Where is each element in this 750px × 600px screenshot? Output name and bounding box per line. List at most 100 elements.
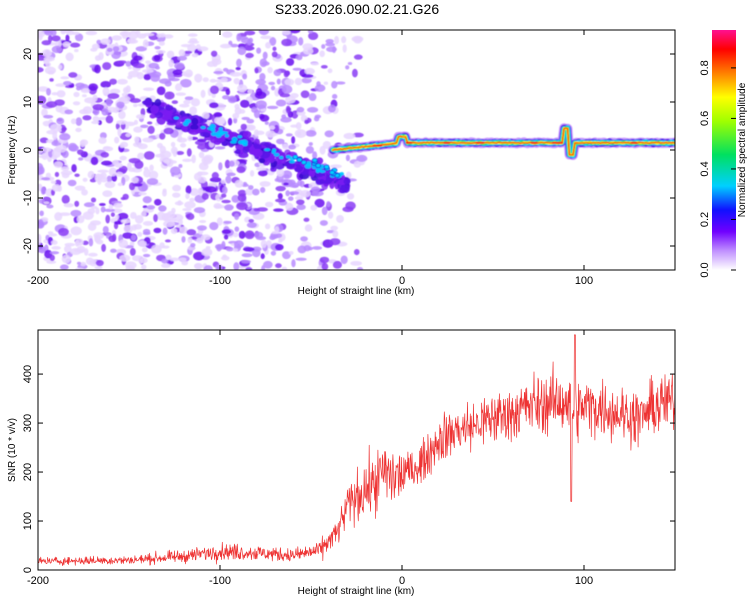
noise-blob [271,51,278,58]
noise-blob [310,62,320,66]
noise-blob [91,120,100,125]
noise-blob [70,226,82,236]
noise-blob [201,248,213,257]
snr-y-tick-label: 300 [22,414,34,432]
noise-blob [247,89,253,94]
noise-blob [162,227,168,235]
noise-blob [43,114,54,119]
noise-blob [98,137,107,145]
noise-blob [154,65,160,70]
noise-blob [120,196,126,201]
noise-blob [256,47,262,54]
noise-blob [132,142,143,148]
band-highlight [210,131,218,137]
noise-blob [223,220,232,224]
noise-blob [220,77,228,83]
snr-series-line [38,334,675,567]
noise-blob [50,180,57,184]
noise-blob [145,60,151,64]
band-highlight [289,159,296,164]
noise-blob [172,69,183,76]
noise-blob [193,251,205,261]
noise-blob [170,228,178,234]
noise-blob [41,108,48,117]
noise-blob [70,118,77,125]
noise-blob [140,211,147,217]
noise-blob [197,144,207,150]
noise-blob [275,198,286,203]
noise-blob [211,172,219,180]
noise-blob [319,50,325,58]
noise-blob [326,46,337,53]
noise-blob [163,34,174,39]
noise-blob [305,146,314,154]
noise-blob [177,134,183,142]
noise-blob [246,222,257,228]
noise-blob [273,208,284,212]
noise-blob [131,176,139,183]
noise-blob [182,158,193,163]
band-highlight [218,127,223,131]
noise-blob [74,49,79,53]
noise-blob [75,267,85,270]
transition-blob [311,157,318,163]
band-highlight [237,135,243,139]
band-highlight [240,139,248,145]
noise-blob [288,144,297,150]
noise-blob [248,219,255,223]
noise-blob [281,266,288,270]
noise-blob [248,37,254,44]
noise-blob [117,212,129,221]
noise-blob [209,221,219,231]
noise-blob [97,169,109,173]
noise-blob [233,117,238,124]
noise-blob [67,179,77,187]
noise-blob [216,217,223,226]
noise-blob [284,174,290,179]
noise-blob [282,251,291,260]
noise-blob [151,244,162,254]
noise-blob [351,35,364,43]
band-highlight [182,121,189,127]
band-highlight [279,155,284,160]
noise-blob [232,112,240,119]
noise-blob [115,171,124,177]
noise-blob [186,229,197,236]
noise-blob [64,242,76,247]
noise-blob [296,204,306,211]
noise-blob [241,116,250,121]
noise-blob [296,106,305,113]
band-blob [188,129,200,135]
noise-blob [95,207,100,215]
noise-blob [46,88,51,96]
noise-blob [260,239,267,249]
signal-line-layer [332,127,675,156]
colorbar-tick-label: 0.4 [699,161,711,176]
noise-blob [181,260,189,266]
noise-blob [100,81,112,88]
noise-blob [232,248,239,252]
noise-blob [229,71,242,77]
noise-blob [143,151,155,160]
noise-blob [353,54,363,60]
noise-blob [228,160,235,167]
noise-blob [252,188,260,196]
snr-y-tick-label: 100 [22,512,34,530]
noise-blob [326,201,331,208]
band-blob [258,158,266,164]
noise-blob [134,136,140,143]
noise-blob [273,124,279,134]
noise-blob [218,162,223,171]
noise-blob [104,181,116,189]
noise-blob [143,73,152,81]
spectrogram-x-tick-label: -100 [209,275,231,287]
spectrogram-y-tick-label: 20 [22,48,34,60]
noise-blob [278,238,283,243]
noise-blob [100,151,109,158]
noise-blob [75,117,83,126]
noise-blob [49,254,55,262]
noise-blob [209,102,219,109]
band-blob [229,131,238,138]
noise-blob [222,186,228,194]
noise-blob [290,92,299,99]
